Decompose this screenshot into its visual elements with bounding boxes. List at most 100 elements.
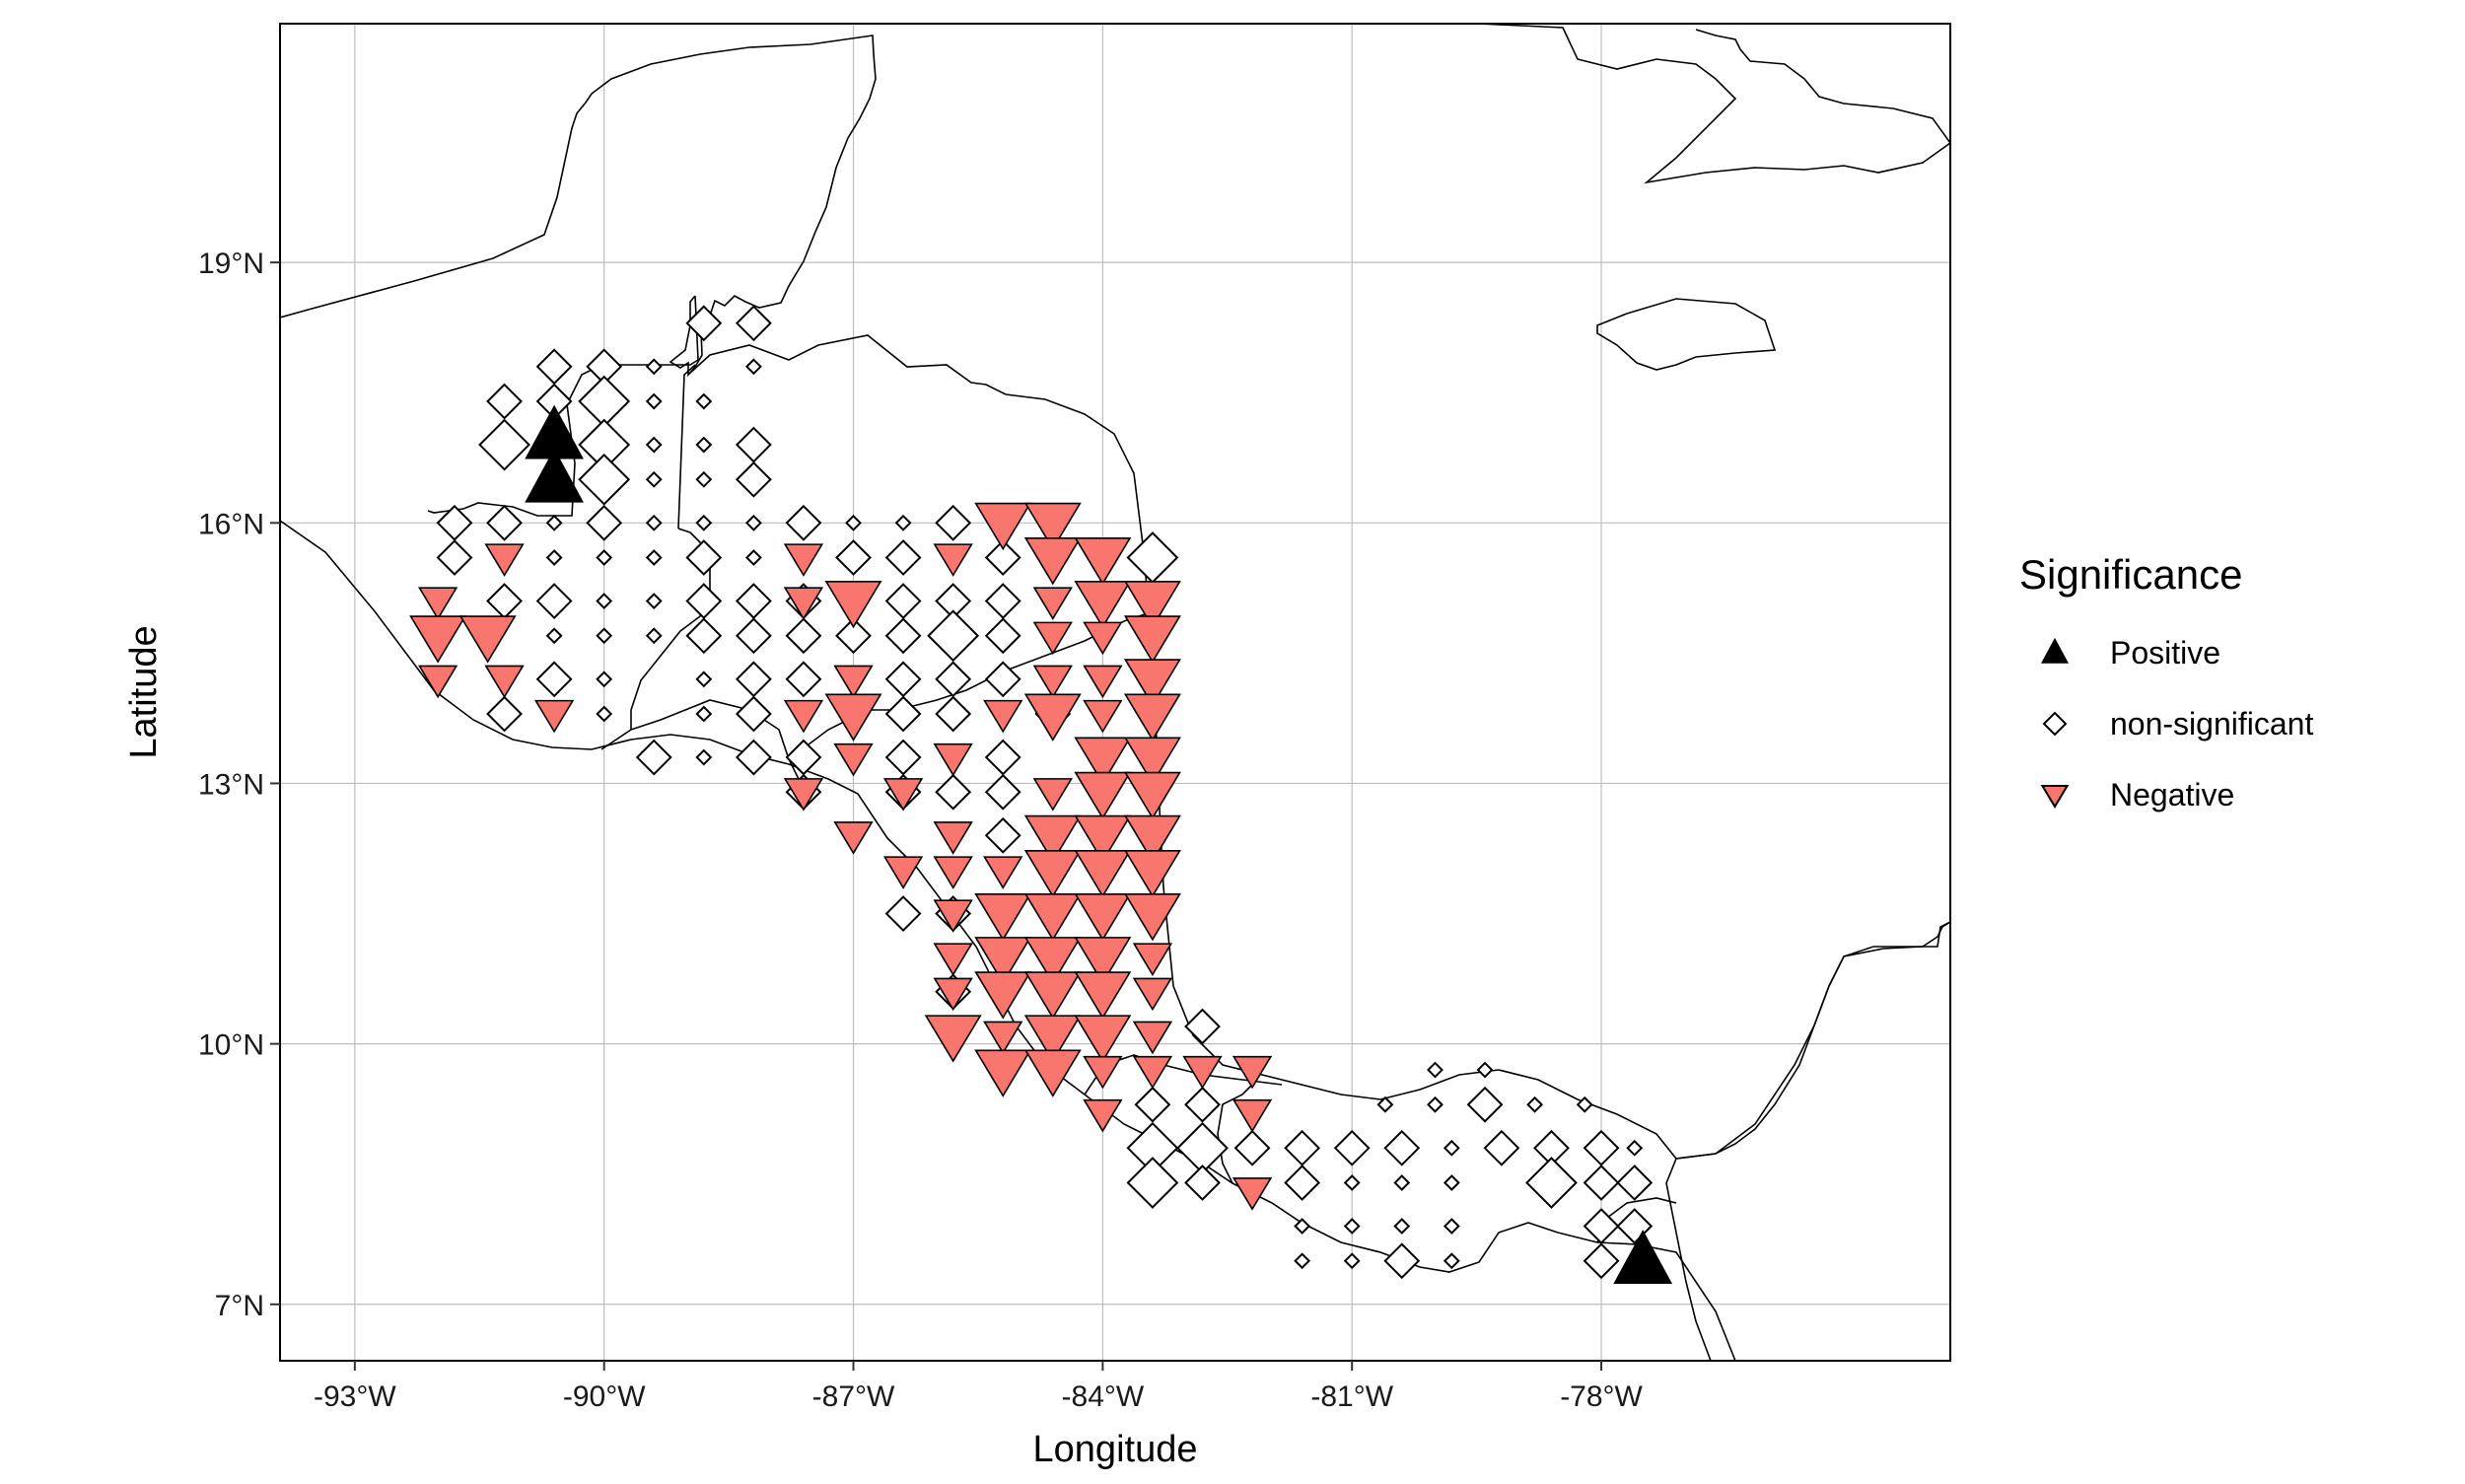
nonsig-marker (927, 609, 980, 663)
negative-marker (1023, 537, 1082, 586)
negative-marker (1074, 971, 1132, 1020)
nonsig-marker (1233, 1129, 1271, 1166)
basemap (280, 24, 1950, 1361)
negative-marker (933, 943, 973, 976)
nonsig-marker (1333, 1129, 1371, 1166)
nonsig-marker (635, 739, 672, 776)
nonsig-marker (695, 748, 713, 766)
nonsig-marker (785, 661, 822, 698)
negative-marker (1123, 659, 1181, 707)
nonsig-marker (1134, 1086, 1171, 1123)
nonsig-marker (1583, 1242, 1620, 1280)
nonsig-marker (545, 627, 563, 645)
nonsig-marker (984, 617, 1021, 655)
negative-marker (974, 893, 1032, 942)
nonsig-marker (1376, 1095, 1394, 1113)
x-tick-label: -93°W (314, 1380, 396, 1413)
nonsig-marker (1294, 1252, 1311, 1270)
negative-marker (1074, 537, 1132, 586)
plot-border (279, 23, 1951, 1362)
x-tick-label: -78°W (1560, 1380, 1643, 1413)
negative-marker (882, 778, 924, 812)
negative-marker (1023, 1015, 1082, 1063)
negative-marker (933, 977, 973, 1012)
nonsig-marker (535, 661, 573, 698)
negative-marker (833, 665, 874, 699)
nonsig-marker (478, 418, 530, 471)
nonsig-marker (596, 549, 613, 566)
nonsig-marker (835, 617, 872, 655)
legend-label: Negative (2110, 777, 2234, 813)
nonsig-marker (596, 705, 613, 723)
nonsig-marker (884, 617, 922, 655)
negative-marker (1023, 502, 1082, 551)
nonsig-marker (845, 514, 862, 531)
coastline-colombia (1665, 921, 1950, 1361)
legend-nonsig-icon (2042, 711, 2068, 737)
legend: Significance Positive non-significant Nega… (2019, 551, 2313, 813)
nonsig-marker (735, 305, 772, 342)
nonsig-marker (1294, 1218, 1311, 1235)
nonsig-marker (935, 695, 972, 733)
negative-marker (1123, 771, 1181, 820)
negative-marker (1074, 937, 1132, 985)
y-tick-label: 7°N (215, 1290, 264, 1322)
negative-marker (417, 665, 458, 699)
nonsig-marker (1476, 1061, 1494, 1079)
nonsig-marker (645, 593, 663, 609)
nonsig-marker (578, 453, 631, 506)
border-costarica-panama (1217, 1084, 1253, 1184)
nonsig-marker (1343, 1218, 1361, 1235)
negative-marker (1023, 971, 1082, 1020)
nonsig-marker (685, 617, 723, 655)
negative-marker (1123, 893, 1181, 942)
nonsig-marker (735, 695, 772, 733)
y-tick-label: 19°N (198, 247, 264, 280)
negative-marker (924, 1015, 982, 1063)
negative-marker (1074, 1015, 1132, 1063)
nonsig-marker (984, 539, 1021, 576)
negative-marker (1032, 621, 1073, 656)
negative-marker (983, 856, 1023, 889)
nonsig-marker (744, 549, 762, 566)
nonsig-marker (1383, 1129, 1421, 1166)
nonsig-marker (685, 539, 723, 576)
nonsig-marker (596, 671, 613, 688)
nonsig-marker (1393, 1218, 1411, 1235)
nonsig-marker (1443, 1174, 1460, 1191)
negative-marker (983, 699, 1023, 734)
negative-marker (1074, 771, 1132, 820)
nonsig-marker (984, 816, 1021, 854)
negative-marker (1023, 850, 1082, 898)
nonsig-marker (1343, 1174, 1361, 1191)
negative-marker (1083, 1055, 1123, 1090)
nonsig-marker (1427, 1061, 1444, 1079)
nonsig-marker (744, 358, 762, 376)
nonsig-marker (1443, 1218, 1460, 1235)
negative-marker (1123, 737, 1181, 785)
negative-marker (1074, 814, 1132, 864)
negative-marker (1023, 893, 1082, 942)
negative-marker (933, 821, 973, 855)
negative-marker (1132, 1021, 1173, 1055)
negative-marker (1023, 937, 1082, 985)
nonsig-marker (695, 705, 713, 723)
nonsig-marker (935, 773, 972, 811)
nonsig-marker (1184, 1086, 1221, 1123)
negative-marker (783, 543, 824, 577)
negative-marker (1032, 778, 1073, 812)
nonsig-marker (785, 504, 822, 541)
negative-marker (417, 587, 458, 620)
nonsig-marker (695, 436, 713, 454)
nonsig-marker (744, 514, 762, 531)
nonsig-marker (1466, 1086, 1504, 1123)
positive-marker (525, 448, 584, 503)
negative-marker (1074, 581, 1132, 629)
negative-marker (1132, 943, 1173, 976)
nonsig-marker (645, 627, 663, 645)
nonsig-marker (1383, 1242, 1421, 1280)
coastline-cuba (1478, 24, 1950, 184)
nonsig-marker (695, 514, 713, 531)
